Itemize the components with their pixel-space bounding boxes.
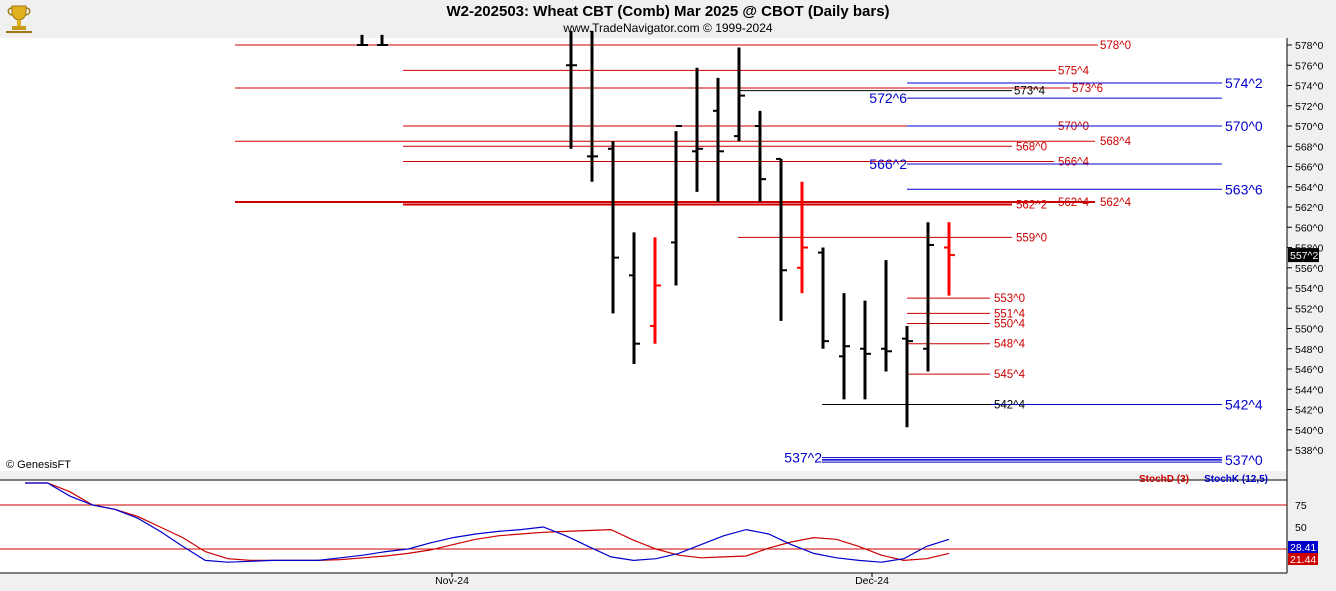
stoch-line bbox=[25, 482, 950, 562]
price-tick-label: 546^0 bbox=[1295, 364, 1323, 376]
blue-level-label: 572^6 bbox=[869, 90, 907, 106]
red-level-label: 562^4 bbox=[1100, 197, 1132, 209]
red-level-label: 568^0 bbox=[1016, 141, 1047, 153]
stoch-legend: StochK (12,5) bbox=[1204, 474, 1268, 485]
stoch-line bbox=[25, 482, 950, 563]
chart-title: W2-202503: Wheat CBT (Comb) Mar 2025 @ C… bbox=[446, 3, 890, 20]
price-tick-label: 554^0 bbox=[1295, 283, 1323, 295]
price-tick-label: 568^0 bbox=[1295, 141, 1323, 153]
stoch-tick-label: 75 bbox=[1295, 500, 1307, 512]
red-level-label: 570^0 bbox=[1058, 121, 1089, 133]
price-tick-label: 576^0 bbox=[1295, 60, 1323, 72]
blue-level-label: 563^6 bbox=[1225, 181, 1263, 197]
time-tick-label: Dec-24 bbox=[855, 575, 889, 587]
price-tick-label: 544^0 bbox=[1295, 384, 1323, 396]
price-tick-label: 578^0 bbox=[1295, 40, 1323, 52]
red-level-label: 575^4 bbox=[1058, 65, 1090, 77]
price-tick-label: 540^0 bbox=[1295, 425, 1323, 437]
price-tick-label: 574^0 bbox=[1295, 81, 1323, 93]
red-level-label: 566^4 bbox=[1058, 156, 1090, 168]
red-level-label: 568^4 bbox=[1100, 136, 1132, 148]
watermark: © GenesisFT bbox=[6, 459, 71, 471]
red-level-label: 553^0 bbox=[994, 293, 1025, 305]
blue-level-label: 574^2 bbox=[1225, 75, 1263, 91]
price-tick-label: 556^0 bbox=[1295, 263, 1323, 275]
price-tick-label: 548^0 bbox=[1295, 344, 1323, 356]
price-tick-label: 560^0 bbox=[1295, 222, 1323, 234]
price-tick-label: 562^0 bbox=[1295, 202, 1323, 214]
red-level-label: 548^4 bbox=[994, 339, 1026, 351]
price-tick-label: 572^0 bbox=[1295, 101, 1323, 113]
stoch-last-label: 21.44 bbox=[1290, 554, 1316, 566]
stoch-tick-label: 50 bbox=[1295, 522, 1307, 534]
time-tick-label: Nov-24 bbox=[435, 575, 469, 587]
black-level-label: 542^4 bbox=[994, 399, 1026, 411]
red-level-label: 545^4 bbox=[994, 369, 1026, 381]
price-tick-label: 538^0 bbox=[1295, 445, 1323, 457]
stoch-last-box bbox=[1288, 541, 1318, 553]
red-level-label: 562^4 bbox=[1058, 197, 1090, 209]
red-level-label: 551^4 bbox=[994, 308, 1026, 320]
price-tick-label: 564^0 bbox=[1295, 182, 1323, 194]
stochastic-panel bbox=[0, 480, 1287, 573]
red-level-label: 562^2 bbox=[1016, 199, 1047, 211]
red-level-label: 578^0 bbox=[1100, 40, 1131, 52]
blue-level-label: 537^0 bbox=[1225, 452, 1263, 468]
last-price-box bbox=[1288, 248, 1319, 263]
chart-header: W2-202503: Wheat CBT (Comb) Mar 2025 @ C… bbox=[0, 0, 1336, 38]
blue-level-label: 570^0 bbox=[1225, 118, 1263, 134]
price-tick-label: 570^0 bbox=[1295, 121, 1323, 133]
black-level-label: 573^4 bbox=[1014, 86, 1046, 98]
price-tick-label: 566^0 bbox=[1295, 162, 1323, 174]
blue-level-label: 542^4 bbox=[1225, 396, 1263, 412]
stoch-last-label: 28.41 bbox=[1290, 542, 1316, 554]
chart-subtitle: www.TradeNavigator.com © 1999-2024 bbox=[563, 21, 773, 35]
stoch-legend: StochD (3) bbox=[1139, 474, 1189, 485]
blue-level-label: 566^2 bbox=[869, 156, 907, 172]
price-tick-label: 552^0 bbox=[1295, 303, 1323, 315]
price-panel bbox=[0, 38, 1287, 471]
trophy-icon bbox=[6, 5, 32, 33]
blue-level-label: 537^2 bbox=[784, 450, 822, 466]
red-level-label: 550^4 bbox=[994, 318, 1026, 330]
red-level-label: 559^0 bbox=[1016, 232, 1047, 244]
price-tick-label: 550^0 bbox=[1295, 324, 1323, 336]
stoch-last-box bbox=[1288, 553, 1318, 565]
red-level-label: 573^6 bbox=[1072, 83, 1103, 95]
price-tick-label: 542^0 bbox=[1295, 405, 1323, 417]
last-price-label: 557^2 bbox=[1290, 250, 1318, 262]
